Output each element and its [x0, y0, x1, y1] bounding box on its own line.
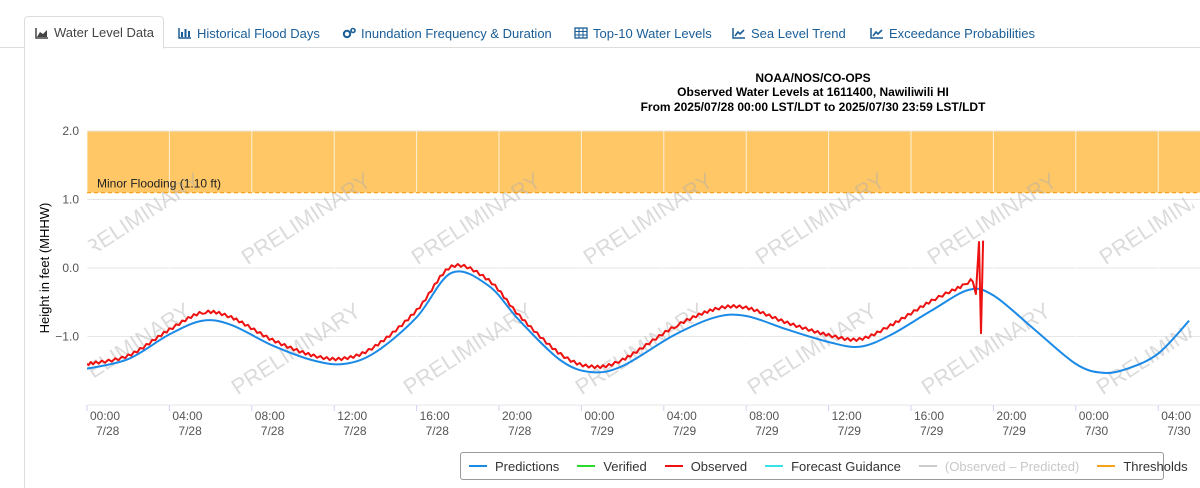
tab-inundation-frequency[interactable]: Inundation Frequency & Duration	[342, 17, 552, 49]
x-tick-label-date: 7/29	[673, 424, 697, 438]
x-tick-label-time: 00:00	[584, 409, 614, 423]
tab-exceedance-probabilities[interactable]: Exceedance Probabilities	[870, 17, 1035, 49]
y-axis-label: Height in feet (MHHW)	[37, 203, 52, 334]
legend-symbol	[765, 465, 784, 467]
x-tick-label-date: 7/29	[1002, 424, 1026, 438]
chart-title: NOAA/NOS/CO-OPS	[755, 71, 870, 85]
x-tick-label-time: 12:00	[832, 409, 862, 423]
legend-symbol	[469, 465, 487, 467]
legend-item-thresholds[interactable]: Thresholds	[1097, 458, 1188, 474]
legend-label: Forecast Guidance	[791, 458, 901, 474]
x-tick-label-date: 7/30	[1167, 424, 1191, 438]
legend-symbol	[1097, 465, 1116, 467]
tab-historical-flood-days[interactable]: Historical Flood Days	[178, 17, 320, 49]
x-tick-label-date: 7/29	[755, 424, 779, 438]
tab-label: Water Level Data	[54, 25, 154, 40]
panel-border	[24, 48, 25, 488]
legend-item-forecast-guidance[interactable]: Forecast Guidance	[765, 459, 901, 474]
tab-bar: Water Level Data Historical Flood Days I…	[0, 0, 1200, 49]
legend-label: Observed	[690, 458, 748, 474]
table-icon	[574, 27, 588, 39]
x-tick-label-date: 7/28	[508, 424, 532, 438]
legend-label: Thresholds	[1123, 458, 1188, 474]
preliminary-watermark: PRELIMINARY	[917, 298, 1056, 400]
y-tick-label: −1.0	[55, 330, 79, 344]
x-tick-label-time: 04:00	[667, 409, 697, 423]
tab-label: Sea Level Trend	[751, 25, 846, 41]
chart-subtitle-station: Observed Water Levels at 1611400, Nawili…	[677, 85, 949, 99]
gears-icon	[342, 27, 356, 39]
x-tick-label-date: 7/28	[426, 424, 450, 438]
x-tick-label-time: 20:00	[996, 409, 1026, 423]
tab-sea-level-trend[interactable]: Sea Level Trend	[732, 17, 846, 49]
x-tick-label-time: 08:00	[749, 409, 779, 423]
legend-item-verified[interactable]: Verified	[577, 458, 647, 474]
y-tick-label: 2.0	[62, 124, 79, 138]
legend-item-predictions[interactable]: Predictions	[469, 459, 559, 474]
chart-subtitle-range: From 2025/07/28 00:00 LST/LDT to 2025/07…	[641, 100, 986, 114]
tab-label: Exceedance Probabilities	[889, 25, 1035, 41]
tab-label: Inundation Frequency & Duration	[361, 25, 552, 41]
x-tick-label-date: 7/28	[96, 424, 120, 438]
x-tick-label-time: 00:00	[1079, 409, 1109, 423]
preliminary-watermark: PRELIMINARY	[57, 298, 196, 400]
y-tick-label: 1.0	[62, 193, 79, 207]
tab-bar-divider	[0, 47, 1200, 48]
x-tick-label-date: 7/28	[343, 424, 367, 438]
legend-label: Predictions	[495, 458, 560, 474]
line-chart-icon	[870, 27, 884, 39]
x-tick-label-time: 16:00	[420, 409, 450, 423]
bar-chart-icon	[178, 27, 192, 39]
legend-item-observed-minus-predicted[interactable]: (Observed – Predicted)	[918, 458, 1080, 474]
x-tick-label-time: 04:00	[1161, 409, 1191, 423]
x-tick-label-time: 08:00	[255, 409, 285, 423]
legend-symbol	[577, 465, 596, 467]
preliminary-watermark: PRELIMINARY	[1092, 298, 1200, 400]
x-tick-label-time: 04:00	[172, 409, 202, 423]
series-line-observed	[87, 240, 985, 370]
x-tick-label-date: 7/28	[261, 424, 285, 438]
tab-water-level-data[interactable]: Water Level Data	[24, 16, 164, 49]
legend-label: (Observed – Predicted)	[944, 458, 1080, 474]
tab-label: Top-10 Water Levels	[593, 25, 712, 41]
line-chart-icon	[732, 27, 746, 39]
x-tick-label-date: 7/30	[1085, 424, 1109, 438]
flood-threshold-label: Minor Flooding (1.10 ft)	[97, 177, 221, 191]
tab-label: Historical Flood Days	[197, 25, 320, 41]
chart-legend: Predictions Verified Observed Forecast G…	[460, 452, 1188, 480]
x-tick-label-time: 16:00	[914, 409, 944, 423]
x-tick-label-time: 00:00	[90, 409, 120, 423]
legend-item-observed[interactable]: Observed	[664, 458, 748, 474]
flood-threshold-band	[87, 131, 1200, 193]
legend-symbol	[664, 465, 683, 467]
tab-top-10-water-levels[interactable]: Top-10 Water Levels	[574, 17, 712, 49]
x-tick-label-date: 7/29	[590, 424, 614, 438]
x-tick-label-date: 7/29	[838, 424, 862, 438]
x-tick-label-time: 12:00	[337, 409, 367, 423]
x-tick-label-time: 20:00	[502, 409, 532, 423]
x-tick-label-date: 7/28	[178, 424, 202, 438]
area-chart-icon	[35, 27, 49, 39]
series-line-predictions	[87, 270, 1190, 374]
y-tick-label: 0.0	[62, 261, 79, 275]
x-tick-label-date: 7/29	[920, 424, 944, 438]
legend-symbol	[918, 465, 937, 467]
legend-label: Verified	[603, 458, 647, 474]
